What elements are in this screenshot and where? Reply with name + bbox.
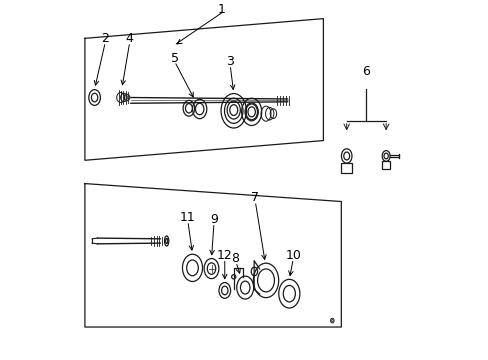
Text: 1: 1 <box>217 3 224 16</box>
Bar <box>341 163 351 173</box>
Text: 5: 5 <box>170 51 178 64</box>
Text: 9: 9 <box>210 213 218 226</box>
Text: 12: 12 <box>217 249 232 262</box>
Text: 11: 11 <box>180 211 195 224</box>
Text: 2: 2 <box>101 32 109 45</box>
Text: 3: 3 <box>226 55 234 68</box>
Text: 6: 6 <box>362 65 369 78</box>
Bar <box>382 161 389 169</box>
Text: 8: 8 <box>231 252 239 265</box>
Text: 4: 4 <box>125 32 133 45</box>
Text: 10: 10 <box>285 249 301 262</box>
Text: 7: 7 <box>251 192 259 204</box>
